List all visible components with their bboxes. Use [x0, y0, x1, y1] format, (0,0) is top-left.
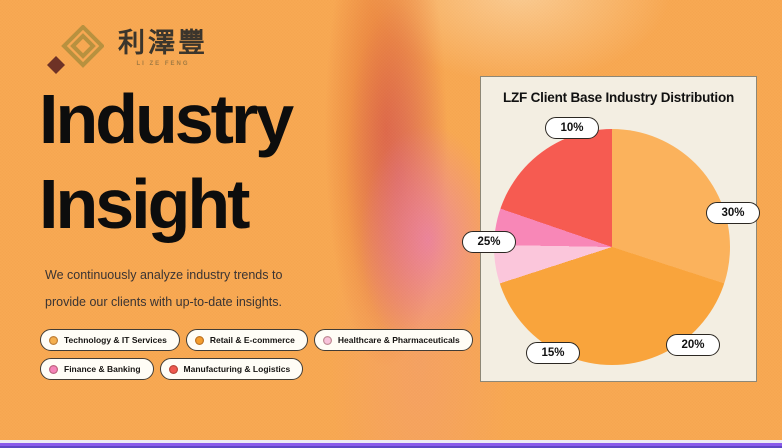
- legend-dot: [49, 335, 58, 345]
- legend-dot: [194, 335, 204, 345]
- page-title: Industry Insight: [39, 77, 294, 247]
- legend-pill-retail: Retail & E-commerce: [185, 329, 308, 351]
- hero-description-line2: provide our clients with up-to-date insi…: [45, 295, 282, 309]
- brand-logo: 利澤豐 LI ZE FENG: [46, 24, 208, 82]
- brand-logo-text: 利澤豐: [118, 28, 208, 58]
- legend-label: Healthcare & Pharmaceuticals: [337, 335, 460, 345]
- page-title-line2: Insight: [39, 165, 250, 243]
- hero-description: We continuously analyze industry trends …: [45, 262, 282, 316]
- legend-label: Retail & E-commerce: [209, 335, 295, 345]
- pie-label-15: 15%: [526, 342, 580, 364]
- legend-pill-finance: Finance & Banking: [40, 358, 154, 380]
- legend-dot: [168, 364, 178, 374]
- diamond-logo-icon: [46, 24, 105, 82]
- bottom-edge-bar: [0, 440, 782, 448]
- legend-pill-technology: Technology & IT Services: [40, 329, 180, 351]
- legend-pill-manufacturing: Manufacturing & Logistics: [159, 358, 304, 380]
- legend-dot: [322, 335, 332, 345]
- pie-label-30: 30%: [706, 202, 760, 224]
- brand-logo-texts: 利澤豐 LI ZE FENG: [118, 28, 208, 67]
- legend-dot: [49, 364, 58, 374]
- hero-description-line1: We continuously analyze industry trends …: [45, 268, 283, 282]
- pie-label-10: 10%: [545, 117, 599, 139]
- pie-label-25: 25%: [462, 231, 516, 253]
- bottom-edge-purple-line: [0, 443, 782, 446]
- legend-label: Technology & IT Services: [64, 335, 167, 345]
- pie-label-20: 20%: [666, 334, 720, 356]
- bottom-edge-light-line: [0, 440, 782, 443]
- pie-chart: [494, 129, 730, 365]
- industry-legend: Technology & IT Services Retail & E-comm…: [40, 329, 510, 380]
- legend-label: Finance & Banking: [64, 364, 141, 374]
- legend-pill-healthcare: Healthcare & Pharmaceuticals: [313, 329, 473, 351]
- chart-title: LZF Client Base Industry Distribution: [502, 90, 735, 105]
- page-title-line1: Industry: [39, 80, 294, 158]
- brand-logo-subtext: LI ZE FENG: [136, 60, 190, 67]
- legend-label: Manufacturing & Logistics: [183, 364, 291, 374]
- chart-card: LZF Client Base Industry Distribution 10…: [462, 76, 760, 387]
- bottom-edge-dark-line: [0, 446, 782, 448]
